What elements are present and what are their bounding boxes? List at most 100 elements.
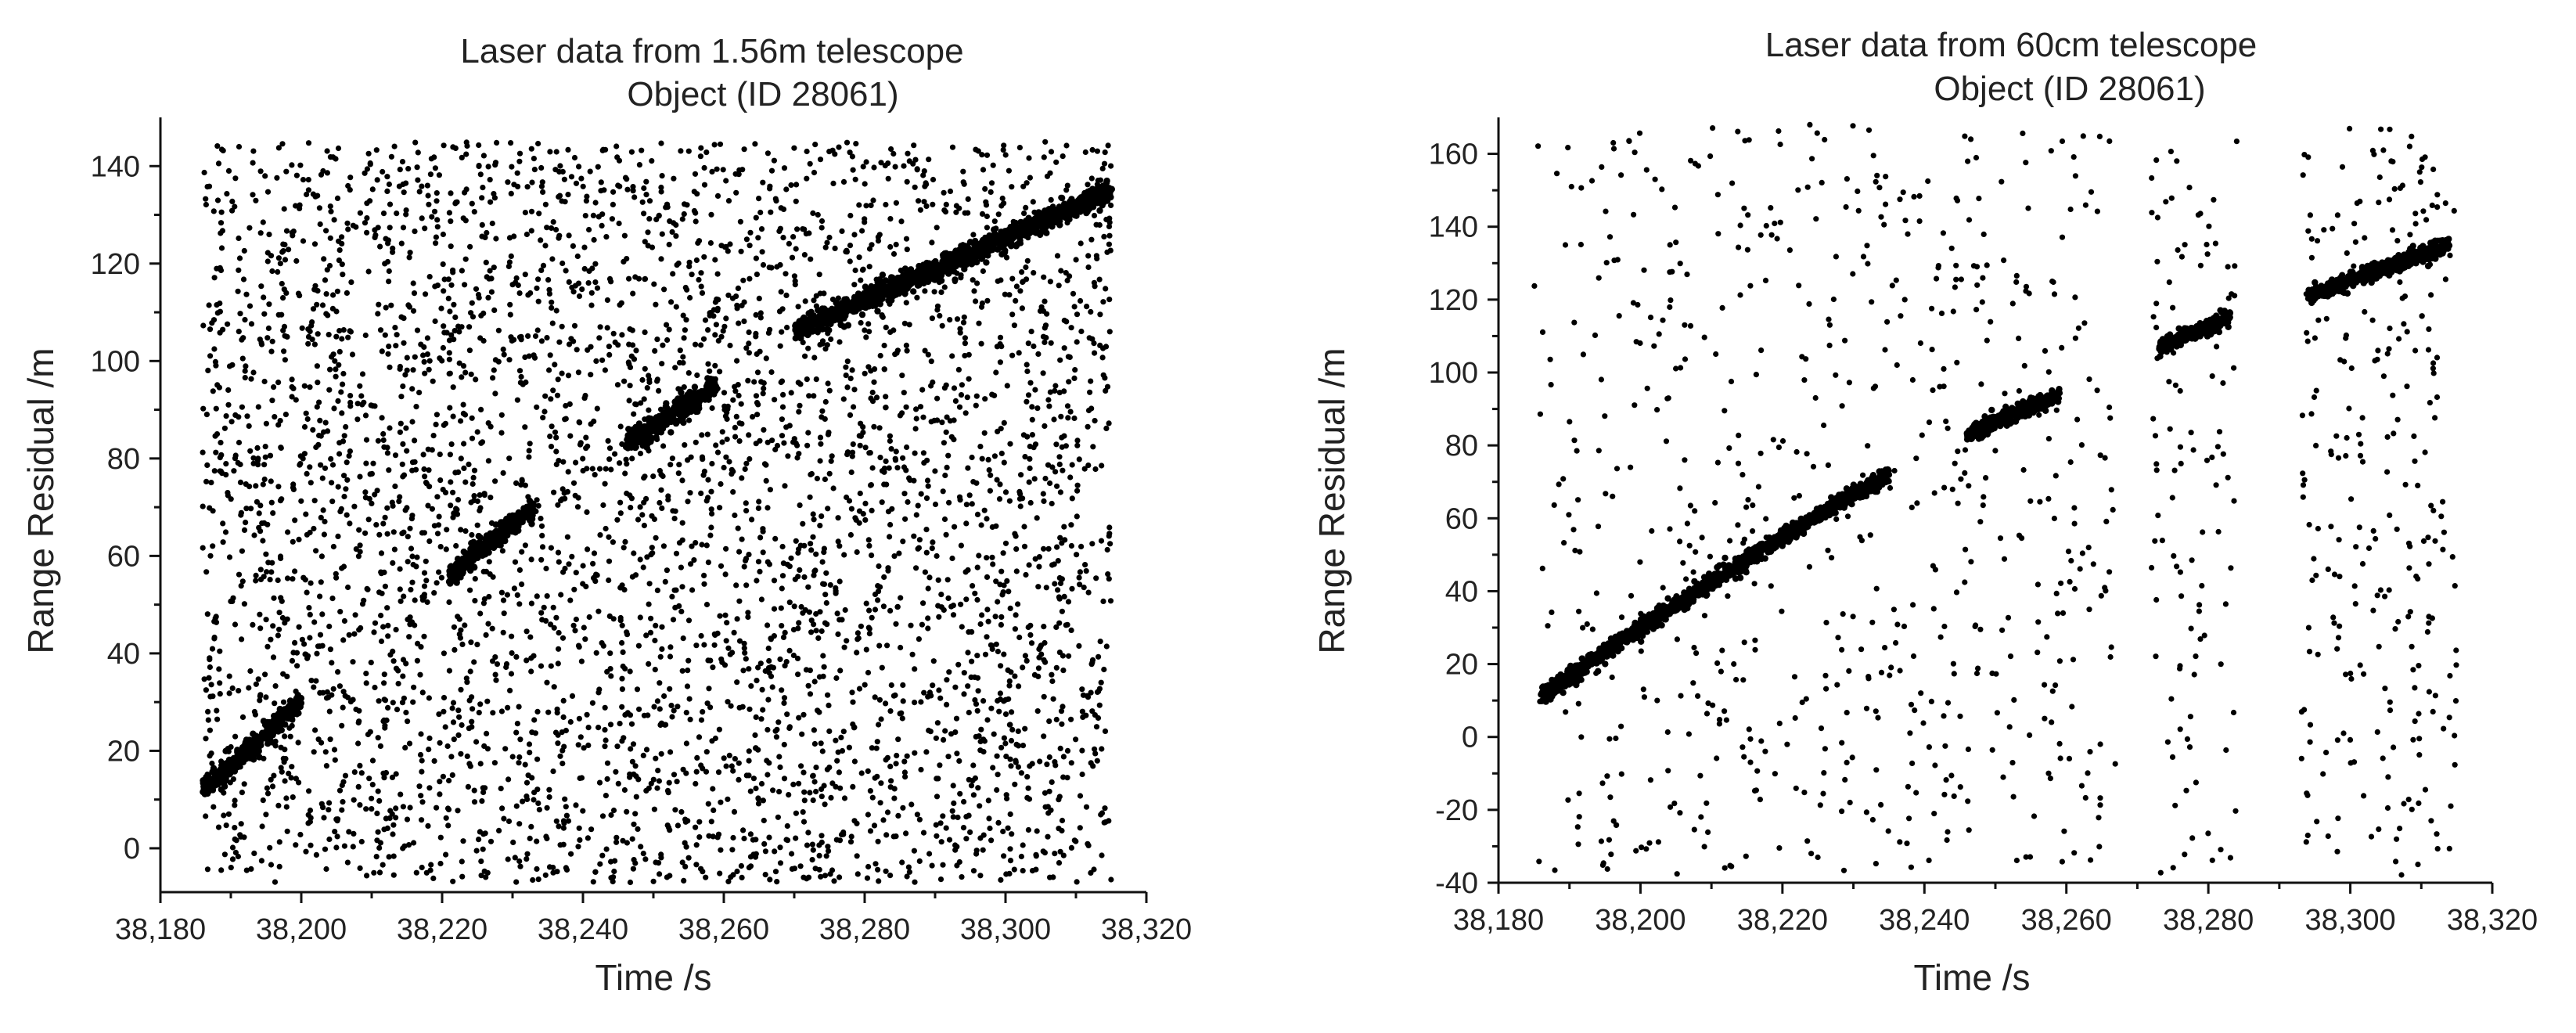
data-point [681,211,687,218]
data-point [865,321,872,327]
data-point [923,527,930,533]
data-point [945,595,952,602]
data-point [210,804,217,810]
data-point [218,440,224,446]
data-point [441,650,448,657]
data-point [635,516,642,523]
data-point [345,182,351,189]
data-point [558,592,564,598]
data-point [463,186,470,193]
data-point [627,879,634,886]
data-point [1083,568,1089,574]
data-point [1002,291,1008,297]
data-point [228,865,234,871]
data-point [1057,745,1063,752]
data-point [479,439,486,445]
data-point [851,404,857,410]
data-point [916,636,922,642]
data-point [253,197,259,203]
data-point [945,452,952,459]
data-point [734,358,740,364]
data-point [680,354,686,360]
data-point [220,539,226,545]
data-point [381,680,387,686]
data-point [667,653,674,660]
data-point [596,686,603,693]
data-point [275,422,282,428]
data-point [324,148,330,154]
data-point [232,175,239,182]
data-point [473,739,480,745]
data-point [448,441,455,448]
data-point [863,600,869,606]
data-point [900,698,906,704]
data-point [475,550,482,558]
data-point [1018,770,1024,776]
data-point [688,561,694,567]
data-point [1089,336,1096,342]
data-point [243,744,250,751]
data-point [1055,558,1061,564]
data-point [705,560,712,566]
data-point [311,619,318,625]
data-point [350,844,356,850]
data-point [317,417,323,424]
data-point [696,819,703,825]
data-point [819,559,826,565]
data-point [913,416,919,422]
data-point [556,630,562,636]
data-point [893,241,899,248]
data-point [797,863,804,869]
data-point [818,839,825,845]
data-point [341,493,347,500]
data-point [661,693,667,700]
data-point [912,750,918,756]
data-point [330,543,336,550]
data-point [1013,533,1019,539]
data-point [293,776,299,782]
data-point [760,528,766,534]
data-point [966,709,972,716]
x-tick-label: 38,200 [256,913,347,946]
x-tick-label: 38,180 [115,913,206,946]
data-point [429,447,435,453]
data-point [1099,165,1106,171]
data-point [994,753,1000,759]
data-point [981,430,988,436]
data-point [650,878,657,884]
data-point [460,838,466,844]
data-point [1088,308,1094,315]
data-point [1093,253,1099,259]
data-point [577,440,584,446]
data-point [241,527,248,534]
data-point [506,455,513,462]
data-point [362,170,368,176]
data-point [853,141,859,147]
data-point [816,852,822,858]
data-point [969,501,975,507]
data-point [602,743,608,750]
data-point [1005,825,1011,831]
data-point [984,555,990,561]
data-point [526,454,532,460]
data-point [876,722,882,728]
data-point [600,502,606,509]
data-point [846,744,852,750]
data-point [654,376,660,383]
data-point [483,259,489,265]
data-point [519,518,526,526]
data-point [781,440,787,446]
data-point [732,512,738,519]
data-point [703,874,709,880]
data-point [755,801,762,807]
data-point [310,427,316,433]
data-point [1077,825,1083,831]
data-point [862,682,868,688]
data-point [876,425,883,431]
data-point [652,667,658,673]
data-point [1033,866,1039,873]
data-point [477,829,484,835]
data-point [714,630,721,637]
data-point [856,686,863,692]
data-point [860,430,866,436]
